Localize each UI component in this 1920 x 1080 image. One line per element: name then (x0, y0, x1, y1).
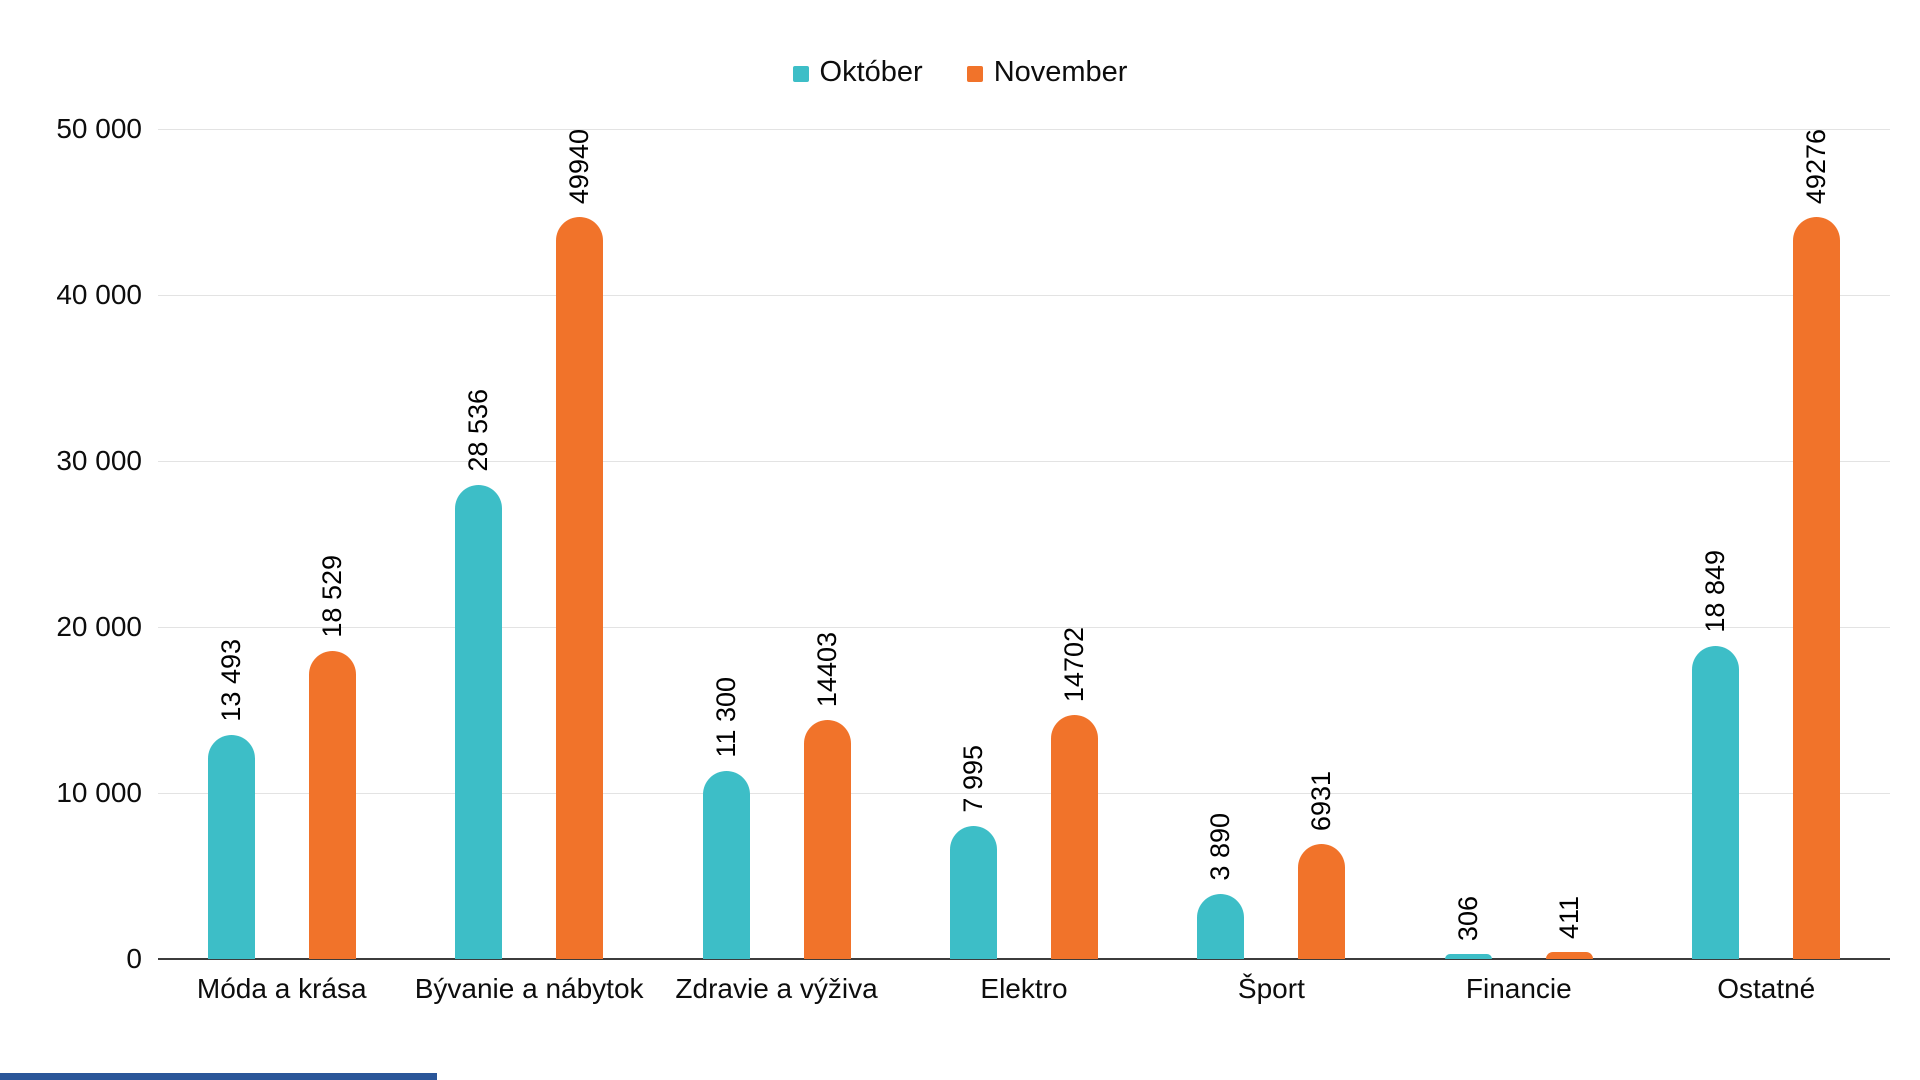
bar-group: 11 300 14403 (653, 129, 900, 959)
bar-november (1050, 715, 1098, 959)
value-label: 18 849 (1700, 550, 1731, 633)
category-label: Šport (1237, 973, 1305, 1004)
bar-november (308, 651, 356, 959)
legend-swatch-november-icon (966, 66, 983, 82)
bar-group: 13 493 18 529 (158, 129, 405, 959)
bar-wrap: 49940 (556, 129, 604, 959)
value-label: 14403 (811, 631, 842, 707)
bar-november (1298, 844, 1346, 959)
value-label: 306 (1452, 895, 1483, 941)
bar-groups: 13 493 18 529 28 536 49940 11 300 14403 7 995 1… (158, 129, 1890, 959)
category-label: Ostatné (1717, 973, 1816, 1004)
gridline (158, 295, 1890, 296)
gridline (158, 129, 1890, 130)
bar-október (207, 735, 255, 959)
value-label: 411 (1553, 895, 1584, 939)
legend-label-oktober: Október (819, 56, 923, 88)
x-axis-line (158, 958, 1890, 960)
category-label: Móda a krása (196, 973, 367, 1004)
bar-október (702, 771, 750, 959)
bar-wrap: 18 529 (308, 129, 356, 959)
y-tick-label: 20 000 (56, 611, 142, 642)
category-label: Financie (1465, 973, 1572, 1004)
gridline (158, 793, 1890, 794)
window-edge-strip (0, 1073, 437, 1080)
category-label: Bývanie a nábytok (414, 973, 644, 1004)
legend-swatch-oktober-icon (792, 66, 809, 82)
value-label: 6931 (1306, 770, 1337, 831)
y-tick-label: 50 000 (56, 113, 142, 144)
y-tick-label: 10 000 (56, 777, 142, 808)
value-label: 13 493 (215, 639, 246, 722)
category-label: Zdravie a výživa (675, 973, 878, 1004)
category-label: Elektro (980, 973, 1068, 1004)
legend-label-november: November (993, 56, 1128, 88)
gridline (158, 461, 1890, 462)
y-tick-label: 30 000 (56, 445, 142, 476)
bar-november (1545, 952, 1593, 959)
value-label: 49276 (1801, 129, 1832, 205)
bar-wrap: 14702 (1050, 129, 1098, 959)
bar-wrap: 411 (1545, 129, 1593, 959)
plot-area: 13 493 18 529 28 536 49940 11 300 14403 7 995 1… (158, 129, 1890, 960)
value-label: 49940 (564, 129, 595, 205)
bar-november (803, 720, 851, 959)
bar-október (1197, 894, 1245, 959)
gridline (158, 627, 1890, 628)
bar-wrap: 13 493 (207, 129, 255, 959)
bar-group: 306 411 (1395, 129, 1642, 959)
legend-item-november: November (966, 56, 1128, 89)
x-axis: Móda a krása Bývanie a nábytok Zdravie a v… (158, 973, 1890, 1005)
bar-október (1692, 646, 1740, 959)
value-label: 28 536 (463, 389, 494, 472)
y-tick-label: 0 (126, 943, 142, 974)
y-tick-label: 40 000 (56, 279, 142, 310)
bar-október (949, 826, 997, 959)
bar-wrap: 6931 (1298, 129, 1346, 959)
bar-group: 28 536 49940 (405, 129, 652, 959)
value-label: 14702 (1058, 626, 1089, 702)
bar-wrap: 28 536 (455, 129, 503, 959)
bar-wrap: 7 995 (949, 129, 997, 959)
bar-október (1444, 954, 1492, 959)
bar-group: 18 849 49276 (1643, 129, 1890, 959)
bar-group: 3 890 6931 (1148, 129, 1395, 959)
bar-wrap: 49276 (1793, 129, 1841, 959)
chart-legend: Október November (0, 56, 1920, 89)
bar-november (1793, 217, 1841, 959)
value-label: 18 529 (316, 555, 347, 638)
bar-group: 7 995 14702 (900, 129, 1147, 959)
bar-wrap: 3 890 (1197, 129, 1245, 959)
bar-wrap: 306 (1444, 129, 1492, 959)
legend-item-oktober: Október (792, 56, 923, 89)
bar-wrap: 14403 (803, 129, 851, 959)
bar-november (556, 217, 604, 959)
value-label: 11 300 (710, 677, 741, 758)
value-label: 3 890 (1205, 813, 1236, 881)
value-label: 7 995 (957, 745, 988, 813)
bar-wrap: 11 300 (702, 129, 750, 959)
bar-október (455, 485, 503, 959)
bar-wrap: 18 849 (1692, 129, 1740, 959)
